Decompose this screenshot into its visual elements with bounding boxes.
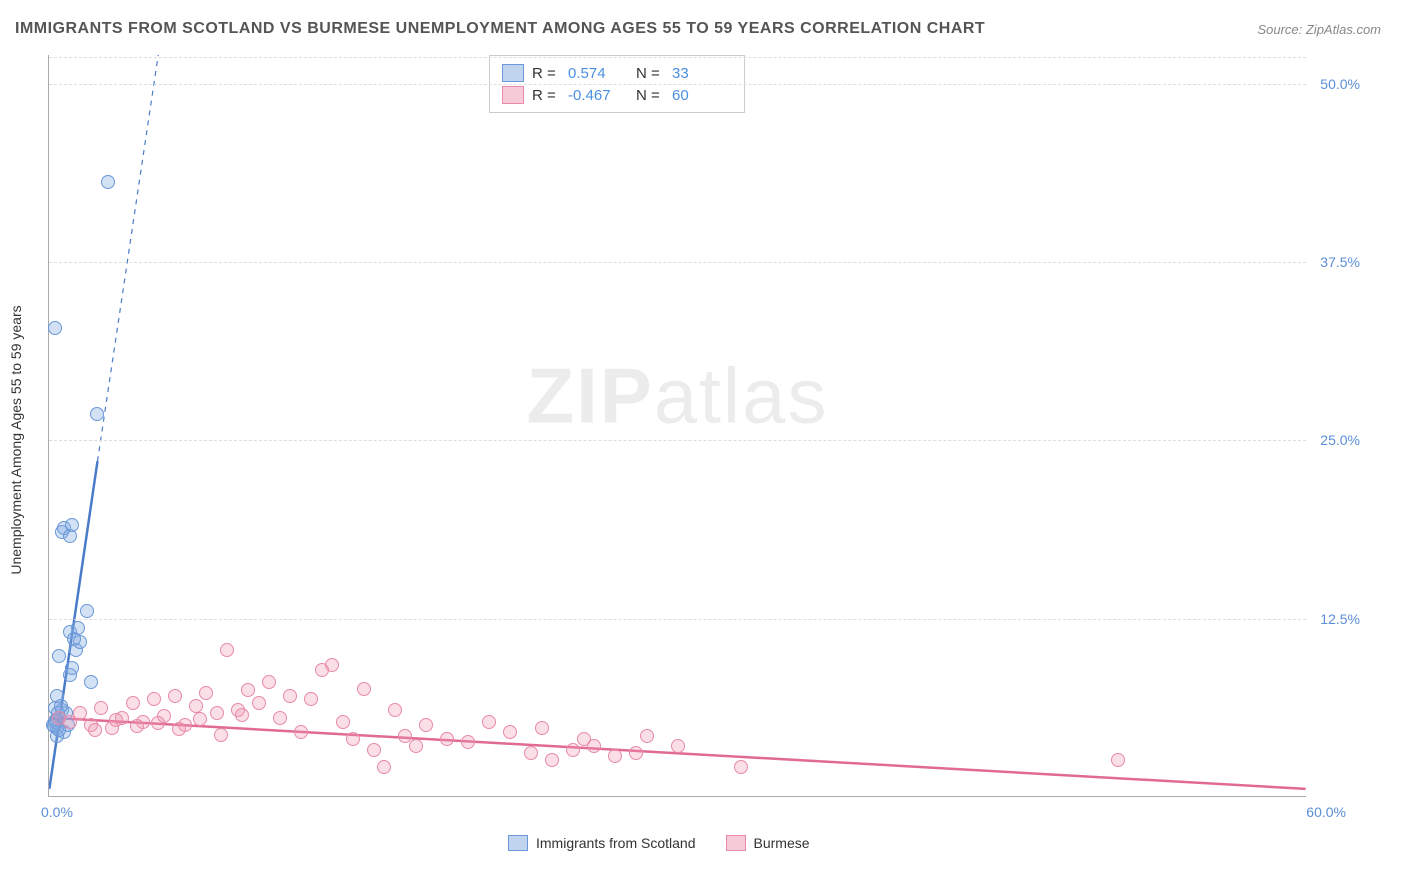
data-point xyxy=(151,716,165,730)
data-point xyxy=(71,621,85,635)
data-point xyxy=(241,683,255,697)
data-point xyxy=(109,713,123,727)
data-point xyxy=(608,749,622,763)
y-axis-label: Unemployment Among Ages 55 to 59 years xyxy=(8,305,24,574)
data-point xyxy=(357,682,371,696)
gridline xyxy=(49,440,1306,441)
legend-swatch xyxy=(502,86,524,104)
source-attribution: Source: ZipAtlas.com xyxy=(1257,22,1381,37)
data-point xyxy=(535,721,549,735)
y-axis-tick: 12.5% xyxy=(1320,611,1360,627)
data-point xyxy=(419,718,433,732)
data-point xyxy=(283,689,297,703)
data-point xyxy=(587,739,601,753)
data-point xyxy=(503,725,517,739)
y-axis-tick: 25.0% xyxy=(1320,432,1360,448)
gridline xyxy=(49,262,1306,263)
series-legend: Immigrants from Scotland Burmese xyxy=(508,835,810,851)
chart-container: Unemployment Among Ages 55 to 59 years Z… xyxy=(48,55,1348,825)
legend-n-label: N = xyxy=(636,65,664,82)
legend-n-label: N = xyxy=(636,87,664,104)
data-point xyxy=(65,661,79,675)
data-point xyxy=(262,675,276,689)
data-point xyxy=(336,715,350,729)
data-point xyxy=(73,706,87,720)
legend-r-label: R = xyxy=(532,87,560,104)
legend-n-value: 60 xyxy=(672,87,732,104)
legend-r-value: -0.467 xyxy=(568,87,628,104)
data-point xyxy=(671,739,685,753)
data-point xyxy=(294,725,308,739)
data-point xyxy=(193,712,207,726)
data-point xyxy=(461,735,475,749)
data-point xyxy=(210,706,224,720)
gridline xyxy=(49,84,1306,85)
data-point xyxy=(101,175,115,189)
legend-n-value: 33 xyxy=(672,65,732,82)
data-point xyxy=(377,760,391,774)
legend-item: Burmese xyxy=(726,835,810,851)
legend-r-value: 0.574 xyxy=(568,65,628,82)
legend-label: Immigrants from Scotland xyxy=(536,835,696,851)
legend-row: R = 0.574 N = 33 xyxy=(502,62,732,84)
x-axis-tick-max: 60.0% xyxy=(1306,804,1346,820)
data-point xyxy=(524,746,538,760)
x-axis-tick-zero: 0.0% xyxy=(41,804,73,820)
data-point xyxy=(214,728,228,742)
data-point xyxy=(80,604,94,618)
legend-row: R = -0.467 N = 60 xyxy=(502,84,732,106)
data-point xyxy=(147,692,161,706)
data-point xyxy=(409,739,423,753)
data-point xyxy=(94,701,108,715)
data-point xyxy=(273,711,287,725)
legend-swatch xyxy=(502,64,524,82)
legend-item: Immigrants from Scotland xyxy=(508,835,696,851)
data-point xyxy=(629,746,643,760)
data-point xyxy=(482,715,496,729)
data-point xyxy=(90,407,104,421)
data-point xyxy=(566,743,580,757)
data-point xyxy=(84,675,98,689)
data-point xyxy=(65,518,79,532)
plot-area: ZIPatlas R =0.574N =33R =-0.467N =60 0.0… xyxy=(48,55,1306,797)
data-point xyxy=(48,321,62,335)
data-point xyxy=(126,696,140,710)
data-point xyxy=(440,732,454,746)
data-point xyxy=(734,760,748,774)
legend-swatch xyxy=(726,835,746,851)
data-point xyxy=(172,722,186,736)
data-point xyxy=(367,743,381,757)
data-point xyxy=(235,708,249,722)
data-point xyxy=(199,686,213,700)
data-point xyxy=(346,732,360,746)
data-point xyxy=(252,696,266,710)
data-point xyxy=(88,723,102,737)
y-axis-tick: 37.5% xyxy=(1320,254,1360,270)
data-point xyxy=(168,689,182,703)
data-point xyxy=(1111,753,1125,767)
gridline xyxy=(49,619,1306,620)
data-point xyxy=(325,658,339,672)
watermark: ZIPatlas xyxy=(526,350,828,441)
y-axis-tick: 50.0% xyxy=(1320,76,1360,92)
data-point xyxy=(130,719,144,733)
legend-swatch xyxy=(508,835,528,851)
data-point xyxy=(388,703,402,717)
data-point xyxy=(220,643,234,657)
legend-r-label: R = xyxy=(532,65,560,82)
chart-title: IMMIGRANTS FROM SCOTLAND VS BURMESE UNEM… xyxy=(15,20,985,38)
data-point xyxy=(545,753,559,767)
regression-lines xyxy=(49,55,1306,796)
legend-label: Burmese xyxy=(754,835,810,851)
data-point xyxy=(52,649,66,663)
data-point xyxy=(640,729,654,743)
gridline xyxy=(49,57,1306,58)
data-point xyxy=(304,692,318,706)
